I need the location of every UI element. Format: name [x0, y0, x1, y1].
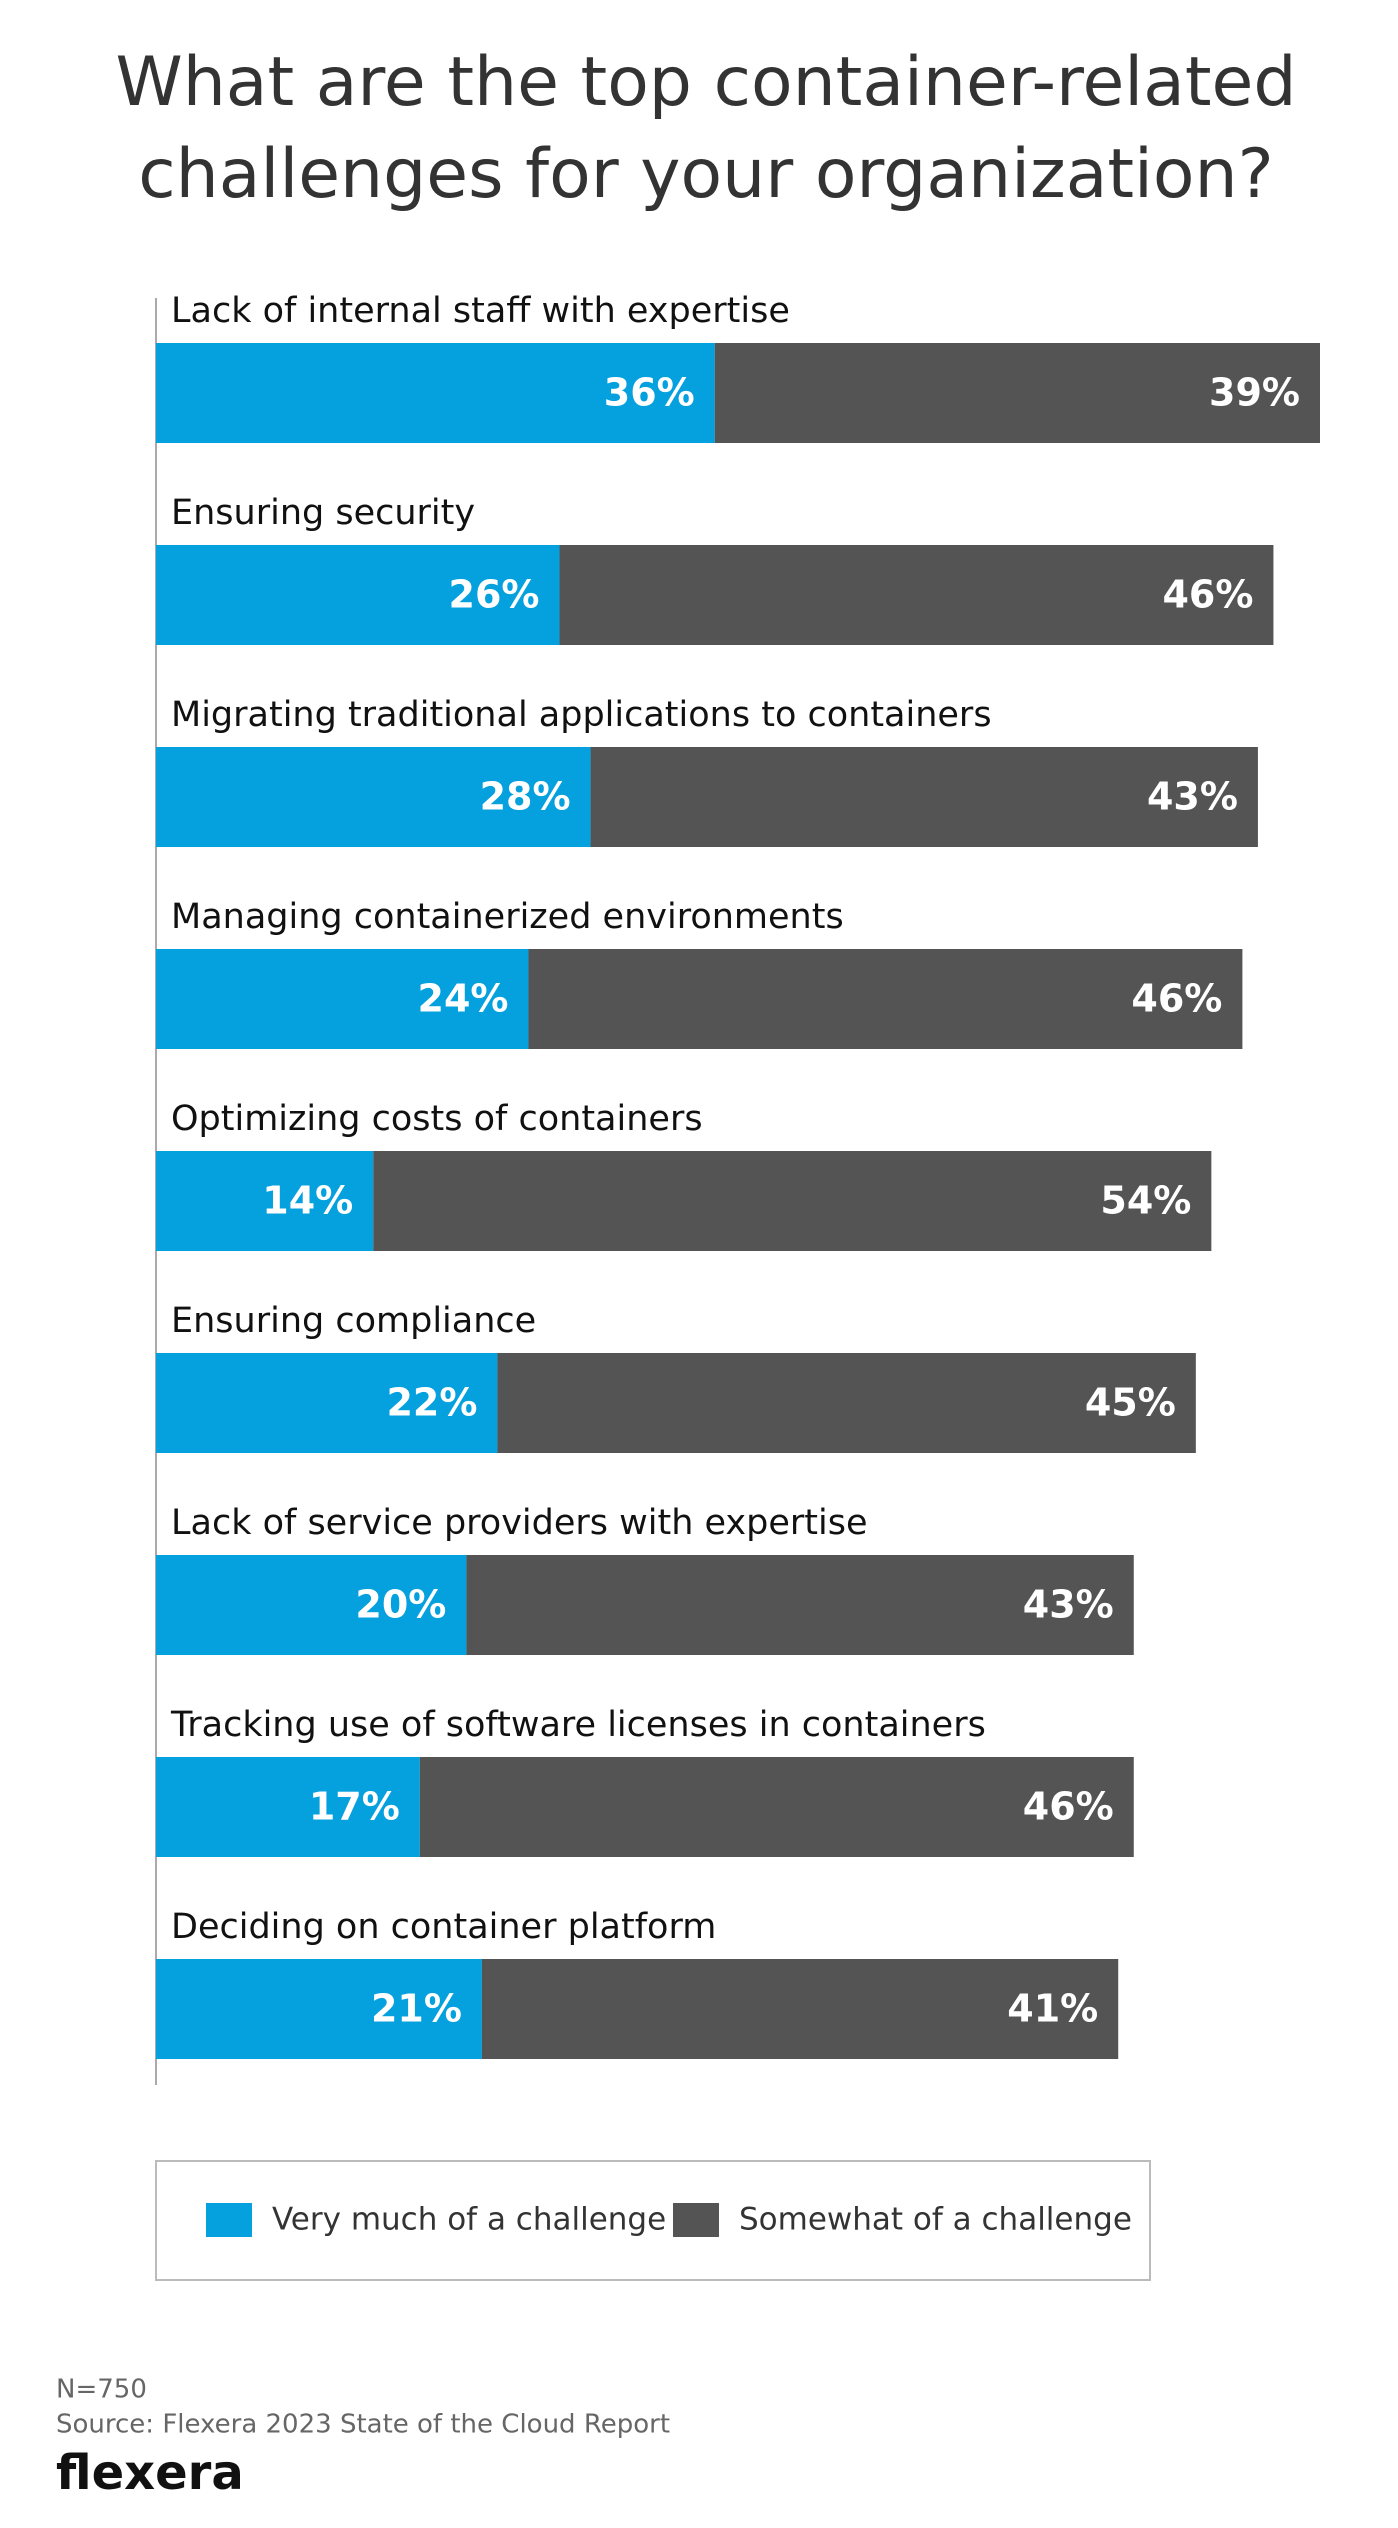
category-label: Managing containerized environments	[171, 897, 844, 937]
legend-label: Very much of a challenge	[272, 2202, 666, 2238]
category-label: Migrating traditional applications to co…	[171, 695, 992, 735]
bar-segment	[156, 949, 529, 1049]
bar-segment	[481, 1959, 1119, 2059]
value-label: 22%	[386, 1381, 477, 1425]
source: Source: Flexera 2023 State of the Cloud …	[56, 2410, 670, 2440]
value-label: 17%	[309, 1785, 400, 1829]
bar-segment	[156, 1959, 482, 2059]
value-label: 46%	[1023, 1785, 1114, 1829]
bar-segment	[373, 1151, 1212, 1251]
bar-segment	[156, 747, 591, 847]
value-label: 45%	[1085, 1381, 1176, 1425]
category-label: Optimizing costs of containers	[171, 1099, 703, 1139]
bar-segment	[497, 1353, 1196, 1453]
legend-swatch	[206, 2203, 252, 2237]
bar-segment	[156, 1353, 498, 1453]
value-label: 41%	[1007, 1987, 1098, 2031]
value-label: 26%	[449, 573, 540, 617]
legend-label: Somewhat of a challenge	[739, 2202, 1132, 2238]
bar-segment	[156, 1757, 420, 1857]
chart-title: What are the top container-related challe…	[115, 43, 1296, 214]
value-label: 36%	[604, 371, 695, 415]
value-label: 20%	[355, 1583, 446, 1627]
value-label: 43%	[1147, 775, 1238, 819]
value-label: 24%	[418, 977, 509, 1021]
category-label: Tracking use of software licenses in con…	[170, 1705, 986, 1745]
value-label: 46%	[1131, 977, 1222, 1021]
value-label: 39%	[1209, 371, 1300, 415]
category-label: Deciding on container platform	[171, 1907, 716, 1947]
bar-segment	[528, 949, 1243, 1049]
bar-segment	[466, 1555, 1134, 1655]
value-label: 46%	[1162, 573, 1253, 617]
category-label: Lack of internal staff with expertise	[171, 291, 790, 331]
bar-segment	[156, 1151, 374, 1251]
logo: flexera	[56, 2445, 244, 2501]
legend-box	[155, 2160, 1151, 2281]
bar-segment	[590, 747, 1258, 847]
category-label: Ensuring compliance	[171, 1301, 536, 1341]
value-label: 43%	[1023, 1583, 1114, 1627]
bar-segment	[156, 1555, 467, 1655]
value-label: 54%	[1100, 1179, 1191, 1223]
bar-segment	[156, 343, 715, 443]
value-label: 21%	[371, 1987, 462, 2031]
legend-swatch	[673, 2203, 719, 2237]
note: N=750	[56, 2375, 147, 2405]
category-label: Lack of service providers with expertise	[171, 1503, 868, 1543]
value-label: 28%	[480, 775, 571, 819]
bar-segment	[714, 343, 1320, 443]
bar-segment	[156, 545, 560, 645]
category-label: Ensuring security	[171, 493, 475, 533]
value-label: 14%	[262, 1179, 353, 1223]
bar-segment	[559, 545, 1274, 645]
bar-segment	[419, 1757, 1134, 1857]
